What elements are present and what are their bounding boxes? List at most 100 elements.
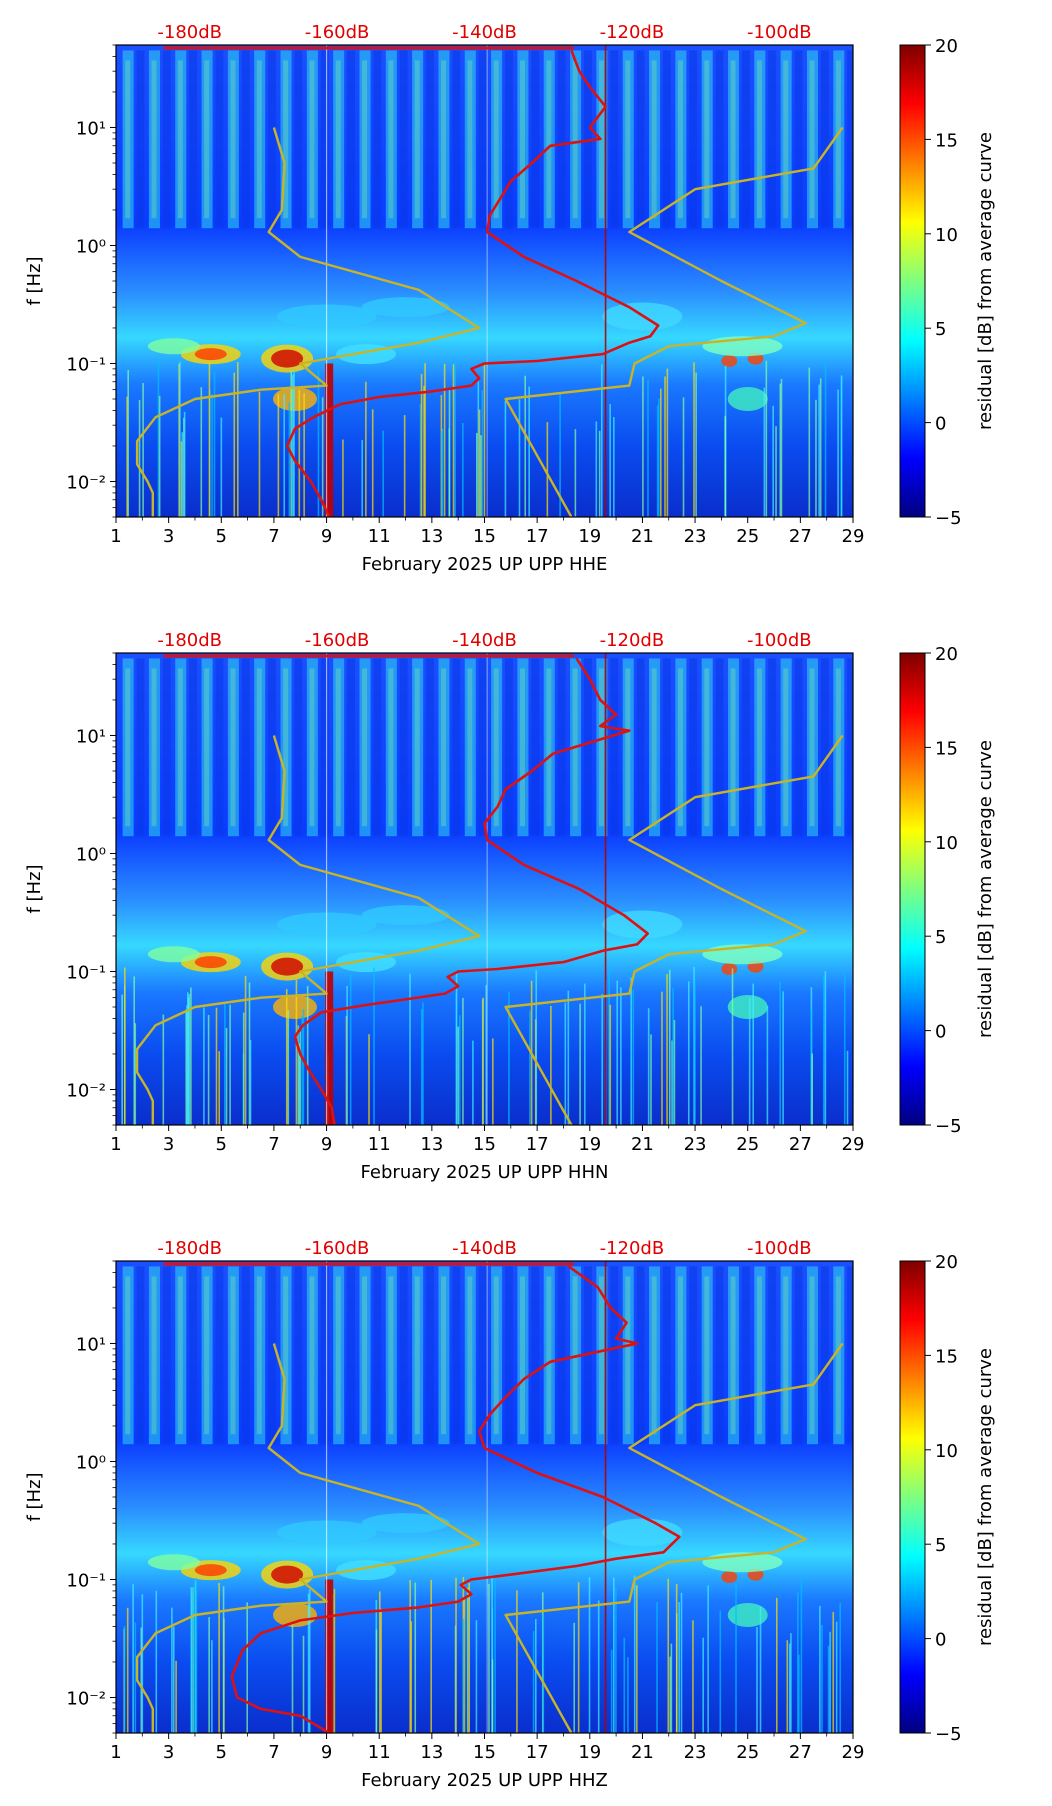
- x-tick-label: 13: [420, 526, 443, 547]
- db-scale-label: -180dB: [157, 1238, 222, 1259]
- db-scale-label: -160dB: [305, 1238, 370, 1259]
- x-tick-label: 25: [736, 1134, 759, 1155]
- db-scale-label: -160dB: [305, 22, 370, 43]
- x-tick-label: 13: [420, 1742, 443, 1763]
- colorbar-tick-label: 0: [935, 1630, 946, 1651]
- y-tick-label: 10⁰: [76, 236, 106, 257]
- x-tick-label: 21: [631, 1742, 654, 1763]
- transient-streaks: [121, 966, 849, 1125]
- low-noise-model-curve: [135, 127, 481, 517]
- db-scale-label: -100dB: [747, 22, 812, 43]
- x-tick-label: 23: [684, 1134, 707, 1155]
- db-scale-label: -100dB: [747, 630, 812, 651]
- x-tick-label: 17: [526, 1134, 549, 1155]
- x-tick-label: 5: [216, 1134, 227, 1155]
- colorbar-tick-label: 5: [935, 927, 946, 948]
- mean-psd-curve: [285, 49, 660, 517]
- colorbar: 20 15 10 5 0 −5 residual [dB] from average cur…: [899, 36, 996, 529]
- y-tick-label: 10⁻¹: [66, 354, 106, 375]
- low-noise-model-curve: [135, 735, 481, 1125]
- y-axis-label: f [Hz]: [24, 864, 45, 913]
- colorbar: 20 15 10 5 0 −5 residual [dB] from average cur…: [899, 644, 996, 1137]
- x-tick-label: 29: [842, 1134, 865, 1155]
- x-tick-label: 17: [526, 526, 549, 547]
- colorbar-label: residual [dB] from average curve: [975, 1348, 996, 1646]
- db-scale-label: -140dB: [452, 630, 517, 651]
- colorbar-tick-label: 20: [935, 1252, 958, 1273]
- x-tick-label: 27: [789, 1742, 812, 1763]
- x-tick-label: 27: [789, 526, 812, 547]
- db-scale-label: -100dB: [747, 1238, 812, 1259]
- y-tick-label: 10⁻²: [66, 1688, 106, 1709]
- db-scale-label: -120dB: [600, 630, 665, 651]
- colorbar-gradient: [899, 652, 926, 1126]
- x-tick-label: 5: [216, 1742, 227, 1763]
- x-tick-label: 13: [420, 1134, 443, 1155]
- colorbar-gradient: [899, 44, 926, 518]
- x-tick-label: 25: [736, 1742, 759, 1763]
- db-scale-label: -180dB: [157, 22, 222, 43]
- high-noise-model-curve: [504, 126, 844, 517]
- x-tick-label: 21: [631, 1134, 654, 1155]
- high-noise-model-curve: [504, 1342, 844, 1733]
- x-tick-label: 25: [736, 526, 759, 547]
- microseism-hotspots: [147, 1513, 783, 1627]
- db-scale-label: -120dB: [600, 22, 665, 43]
- heatmap-area: [116, 653, 853, 1125]
- heatmap-area: [116, 1261, 853, 1733]
- mean-psd-curve: [293, 657, 649, 1125]
- persistent-line: [325, 971, 334, 1125]
- colorbar-tick-label: −5: [935, 1116, 962, 1137]
- colorbar-tick-label: −5: [935, 508, 962, 529]
- x-tick-label: 17: [526, 1742, 549, 1763]
- x-tick-label: 15: [473, 1742, 496, 1763]
- db-scale-label: -140dB: [452, 1238, 517, 1259]
- y-tick-label: 10⁻²: [66, 1080, 106, 1101]
- x-tick-label: 11: [368, 526, 391, 547]
- colorbar-tick-label: 20: [935, 644, 958, 665]
- x-tick-label: 1: [110, 526, 121, 547]
- colorbar-tick-label: −5: [935, 1724, 962, 1745]
- colorbar-tick-label: 0: [935, 414, 946, 435]
- colorbar-tick-label: 0: [935, 1022, 946, 1043]
- x-tick-label: 7: [268, 526, 279, 547]
- x-tick-label: 7: [268, 1742, 279, 1763]
- colorbar: 20 15 10 5 0 −5 residual [dB] from average cur…: [899, 1252, 996, 1745]
- y-tick-label: 10¹: [76, 726, 106, 747]
- colorbar-tick-label: 10: [935, 225, 958, 246]
- mean-psd-curve: [230, 1265, 681, 1733]
- colorbar-label: residual [dB] from average curve: [975, 132, 996, 430]
- colorbar-tick-label: 5: [935, 1535, 946, 1556]
- x-tick-label: 9: [321, 526, 332, 547]
- y-tick-label: 10⁰: [76, 844, 106, 865]
- x-axis-label: February 2025 UP UPP HHE: [362, 554, 608, 575]
- x-tick-label: 29: [842, 1742, 865, 1763]
- x-tick-label: 11: [368, 1742, 391, 1763]
- x-tick-label: 5: [216, 526, 227, 547]
- x-tick-label: 19: [578, 1134, 601, 1155]
- db-scale-label: -120dB: [600, 1238, 665, 1259]
- high-noise-model-curve: [504, 734, 844, 1125]
- y-axis-label: f [Hz]: [24, 1472, 45, 1521]
- y-tick-label: 10¹: [76, 118, 106, 139]
- y-tick-label: 10¹: [76, 1334, 106, 1355]
- daily-stripes: [122, 1266, 853, 1445]
- y-tick-label: 10⁻¹: [66, 962, 106, 983]
- x-tick-label: 9: [321, 1742, 332, 1763]
- low-noise-model-curve: [135, 1343, 481, 1733]
- persistent-line: [325, 1579, 334, 1733]
- x-tick-label: 19: [578, 526, 601, 547]
- db-scale-label: -180dB: [157, 630, 222, 651]
- transient-streaks: [126, 359, 843, 517]
- colorbar-tick-label: 15: [935, 1346, 958, 1367]
- colorbar-label: residual [dB] from average curve: [975, 740, 996, 1038]
- y-tick-label: 10⁻²: [66, 472, 106, 493]
- x-tick-label: 1: [110, 1742, 121, 1763]
- persistent-line: [325, 363, 334, 517]
- db-scale-label: -160dB: [305, 630, 370, 651]
- db-scale-label: -140dB: [452, 22, 517, 43]
